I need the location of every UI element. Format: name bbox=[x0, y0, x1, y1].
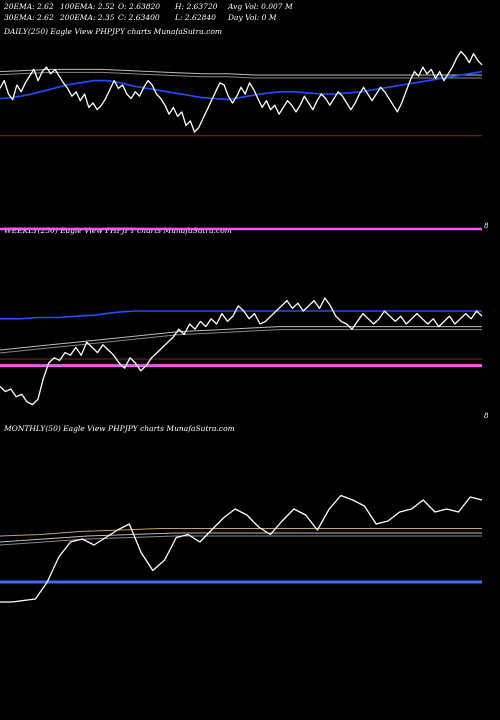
monthly-ema-fast-series bbox=[0, 528, 482, 537]
header-ema20: 20EMA: 2.62 bbox=[4, 2, 54, 11]
daily-ema-fast-series bbox=[0, 70, 483, 101]
monthly-price-series bbox=[0, 494, 483, 603]
daily-panel-label: DAILY(250) Eagle View PHPJPY charts Muna… bbox=[4, 27, 222, 36]
weekly-panel-label: WEEKLY(250) Eagle View PHPJPY charts Mun… bbox=[4, 226, 232, 235]
daily-price-series bbox=[0, 50, 483, 133]
weekly-ema-slow-series-2 bbox=[0, 329, 482, 354]
weekly-ema-fast-series bbox=[0, 310, 482, 320]
weekly-ema-slow-series bbox=[0, 326, 482, 351]
header-open: O: 2.63820 bbox=[118, 2, 161, 11]
header-ema100: 100EMA: 2.52 bbox=[60, 2, 115, 11]
monthly-edge-number: 8 bbox=[484, 412, 489, 420]
weekly-price-series bbox=[0, 297, 483, 406]
daily-ema-slow-series-2 bbox=[0, 71, 482, 79]
daily-ema-slow-series bbox=[0, 68, 482, 76]
header-avg-vol: Avg Vol: 0.007 M bbox=[228, 2, 293, 11]
header-close: C: 2.63400 bbox=[118, 13, 160, 22]
header-high: H: 2.63720 bbox=[175, 2, 218, 11]
header-low: L: 2.62840 bbox=[175, 13, 216, 22]
weekly-edge-number: 8 bbox=[484, 222, 489, 230]
header-ema200: 200EMA: 2.35 bbox=[60, 13, 115, 22]
monthly-panel-label: MONTHLY(50) Eagle View PHPJPY charts Mun… bbox=[4, 424, 235, 433]
header-ema30: 30EMA: 2.62 bbox=[4, 13, 54, 22]
header-day-vol: Day Vol: 0 M bbox=[228, 13, 277, 22]
monthly-ema-slow-series bbox=[0, 532, 482, 543]
